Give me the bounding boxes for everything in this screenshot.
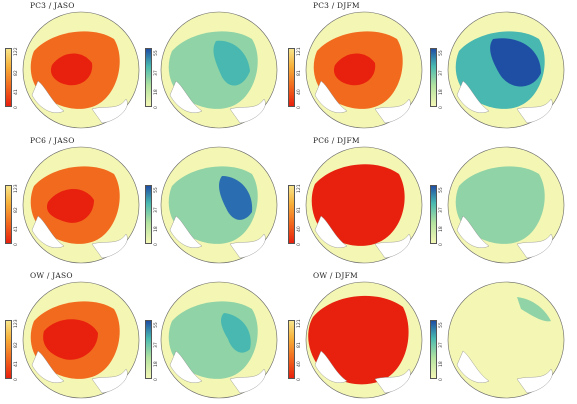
cbar-tick: 18 <box>439 89 444 95</box>
cbar-tick: 0 <box>14 378 19 381</box>
colorbar-pc6-jaso-a <box>5 185 12 244</box>
cbar-tick: 41 <box>14 361 19 367</box>
cbar-tick: 37 <box>439 70 444 76</box>
polar-map-pc3-djfm-b <box>447 11 565 129</box>
cbar-tick: 40 <box>297 226 302 232</box>
cbar-tick: 41 <box>14 89 19 95</box>
polar-map-pc6-jaso-a <box>22 146 140 264</box>
cbar-tick: 123 <box>14 319 19 328</box>
colorbar-pc6-jaso-b <box>145 185 152 244</box>
panel-title-pc3-jaso: PC3 / JASO <box>30 1 75 10</box>
cbar-tick: 81 <box>297 70 302 76</box>
cbar-tick: 18 <box>154 361 159 367</box>
panel-title-pc6-djfm: PC6 / DJFM <box>313 136 360 145</box>
polar-map-pc6-djfm-b <box>447 146 565 264</box>
cbar-tick: 121 <box>297 184 302 193</box>
colorbar-ow-djfm-b <box>430 320 437 379</box>
cbar-tick: 82 <box>14 342 19 348</box>
polar-map-ow-jaso-b <box>160 281 278 399</box>
cbar-tick: 0 <box>439 378 444 381</box>
colorbar-ow-jaso-b <box>145 320 152 379</box>
cbar-tick: 37 <box>154 207 159 213</box>
cbar-tick: 37 <box>154 70 159 76</box>
cbar-tick: 37 <box>439 207 444 213</box>
polar-map-ow-jaso-a <box>22 281 140 399</box>
cbar-tick: 37 <box>439 342 444 348</box>
colorbar-pc6-djfm-a <box>288 185 295 244</box>
cbar-tick: 18 <box>439 361 444 367</box>
polar-map-pc3-djfm-a <box>305 11 423 129</box>
cbar-tick: 40 <box>297 89 302 95</box>
cbar-tick: 0 <box>297 106 302 109</box>
cbar-tick: 0 <box>297 378 302 381</box>
polar-map-pc6-jaso-b <box>160 146 278 264</box>
cbar-tick: 0 <box>14 106 19 109</box>
cbar-tick: 18 <box>154 89 159 95</box>
cbar-tick: 41 <box>14 226 19 232</box>
polar-map-pc3-jaso-a <box>22 11 140 129</box>
cbar-tick: 55 <box>439 187 444 193</box>
cbar-tick: 55 <box>439 50 444 56</box>
panel-title-pc6-jaso: PC6 / JASO <box>30 136 75 145</box>
cbar-tick: 81 <box>297 207 302 213</box>
colorbar-pc3-jaso-a <box>5 48 12 107</box>
colorbar-pc3-jaso-b <box>145 48 152 107</box>
cbar-tick: 82 <box>14 207 19 213</box>
panel-title-ow-jaso: OW / JASO <box>30 271 73 280</box>
polar-map-ow-djfm-b <box>447 281 565 399</box>
cbar-tick: 123 <box>14 184 19 193</box>
cbar-tick: 0 <box>297 243 302 246</box>
cbar-tick: 0 <box>154 243 159 246</box>
colorbar-pc6-djfm-b <box>430 185 437 244</box>
colorbar-ow-jaso-a <box>5 320 12 379</box>
cbar-tick: 82 <box>14 70 19 76</box>
panel-title-ow-djfm: OW / DJFM <box>313 271 358 280</box>
colorbar-ow-djfm-a <box>288 320 295 379</box>
cbar-tick: 122 <box>14 47 19 56</box>
cbar-tick: 0 <box>154 378 159 381</box>
polar-map-pc6-djfm-a <box>305 146 423 264</box>
cbar-tick: 81 <box>297 342 302 348</box>
cbar-tick: 55 <box>439 322 444 328</box>
cbar-tick: 55 <box>154 50 159 56</box>
cbar-tick: 0 <box>439 243 444 246</box>
cbar-tick: 37 <box>154 342 159 348</box>
colorbar-pc3-djfm-b <box>430 48 437 107</box>
cbar-tick: 55 <box>154 187 159 193</box>
cbar-tick: 18 <box>439 226 444 232</box>
colorbar-pc3-djfm-a <box>288 48 295 107</box>
panel-title-pc3-djfm: PC3 / DJFM <box>313 1 360 10</box>
cbar-tick: 121 <box>297 319 302 328</box>
cbar-tick: 55 <box>154 322 159 328</box>
polar-map-pc3-jaso-b <box>160 11 278 129</box>
polar-map-ow-djfm-a <box>305 281 423 399</box>
cbar-tick: 0 <box>154 106 159 109</box>
cbar-tick: 40 <box>297 361 302 367</box>
cbar-tick: 18 <box>154 226 159 232</box>
cbar-tick: 0 <box>439 106 444 109</box>
cbar-tick: 0 <box>14 243 19 246</box>
cbar-tick: 121 <box>297 47 302 56</box>
